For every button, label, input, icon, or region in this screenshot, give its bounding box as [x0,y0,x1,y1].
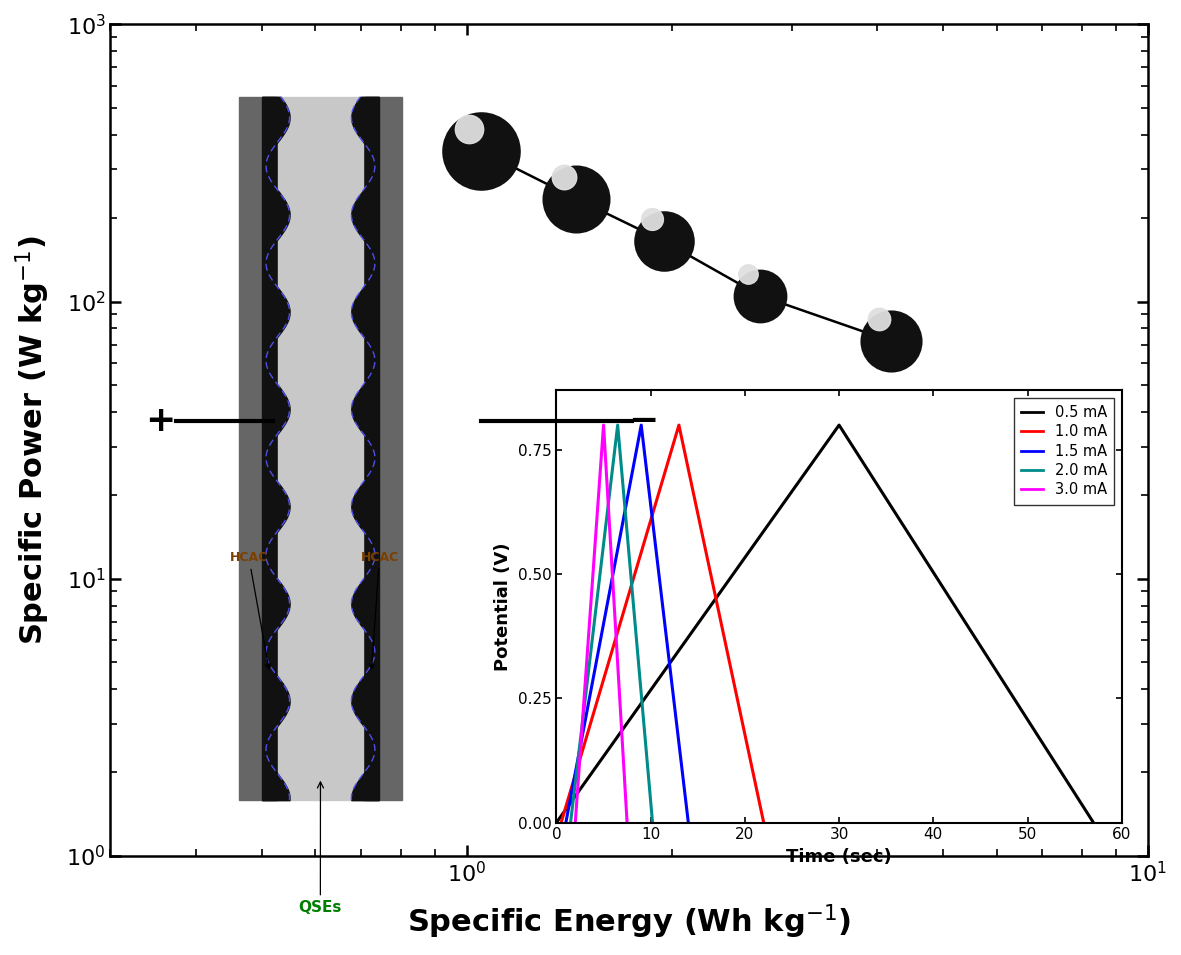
Point [459,121,478,137]
Point [739,266,758,282]
Y-axis label: Specific Power (W kg$^{-1}$): Specific Power (W kg$^{-1}$) [14,235,52,645]
Point [654,234,673,249]
Point [471,143,490,159]
Point [642,212,661,227]
Point [567,191,586,206]
X-axis label: Specific Energy (Wh kg$^{-1}$): Specific Energy (Wh kg$^{-1}$) [407,902,852,941]
Text: +: + [145,404,176,438]
Point [881,333,900,349]
Point [869,311,888,327]
Point [555,169,574,184]
Point [751,288,770,304]
Text: −: − [628,404,659,438]
